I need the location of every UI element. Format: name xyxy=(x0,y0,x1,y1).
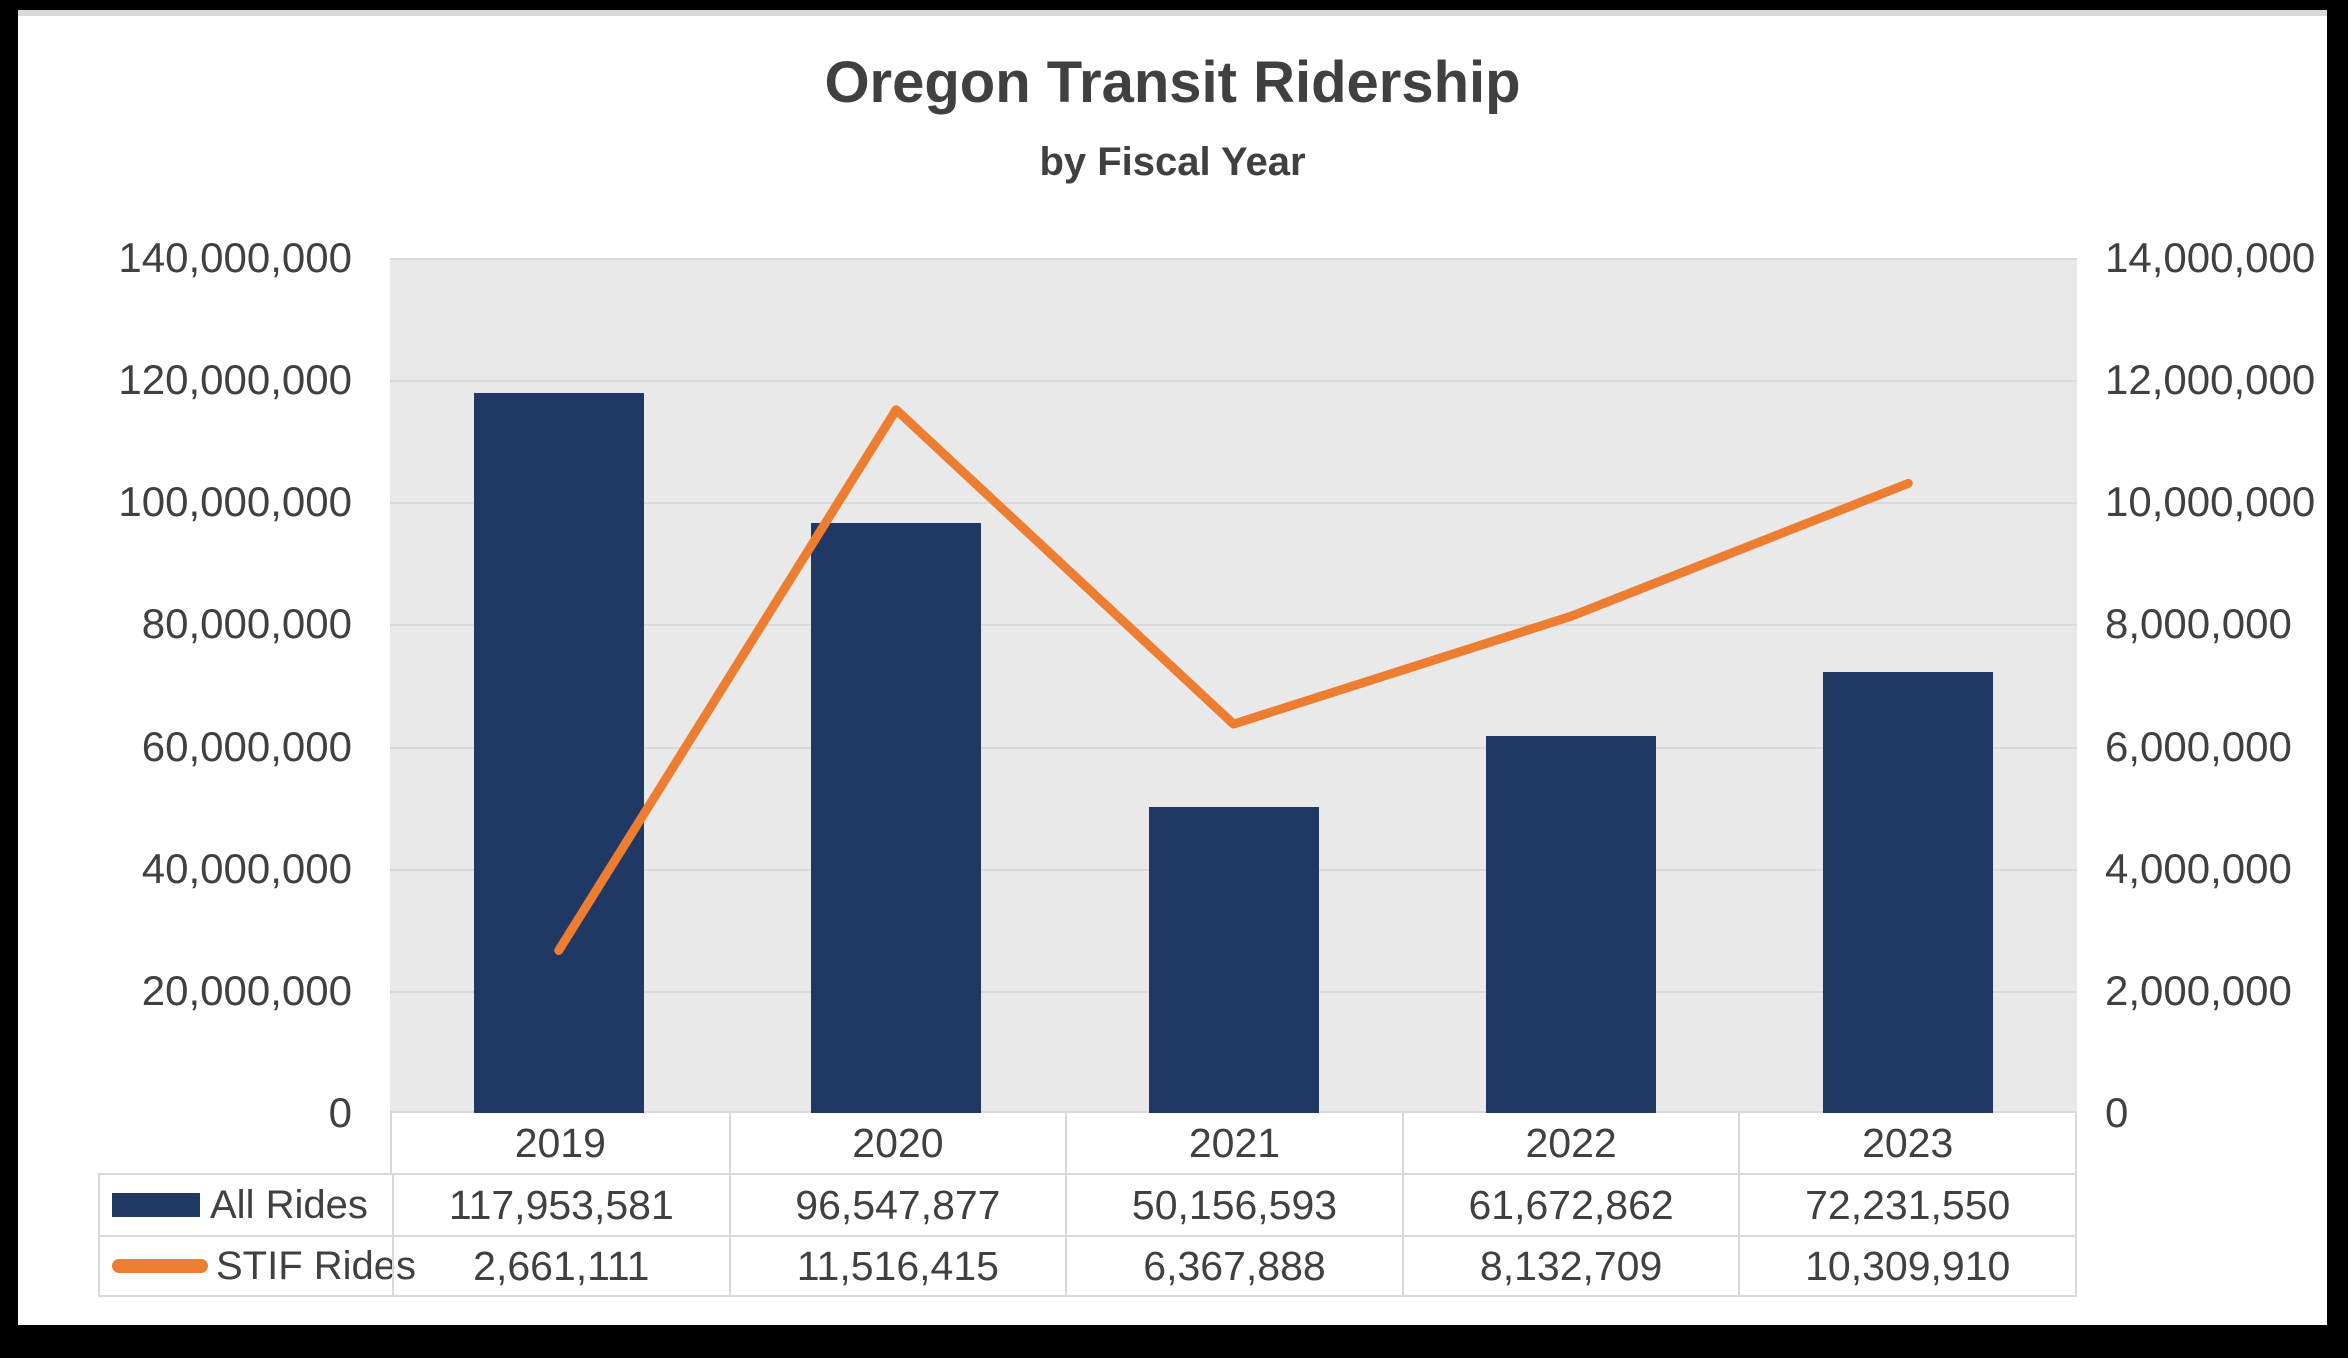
bar-2019 xyxy=(474,393,644,1113)
chart-title: Oregon Transit Ridership xyxy=(824,50,1521,115)
plot-area xyxy=(390,258,2077,1113)
right-axis-tick-label: 14,000,000 xyxy=(2105,234,2316,281)
right-axis-tick-label: 8,000,000 xyxy=(2105,600,2292,648)
category-label-2021: 2021 xyxy=(1065,1113,1402,1173)
bar-2020 xyxy=(811,523,981,1113)
legend-label: STIF Rides xyxy=(216,1243,417,1288)
right-axis-tick-label: 2,000,000 xyxy=(2105,966,2292,1014)
right-axis-tick-label: 0 xyxy=(2105,1089,2129,1136)
table-cell-all-rides-2022: 61,672,862 xyxy=(1401,1175,1739,1235)
table-cell-all-rides-2020: 96,547,877 xyxy=(728,1175,1066,1235)
left-axis-tick-label: 40,000,000 xyxy=(141,844,352,892)
right-axis-tick-label: 4,000,000 xyxy=(2105,844,2292,892)
category-label-2020: 2020 xyxy=(728,1113,1066,1173)
gridline xyxy=(390,624,2077,626)
gridline xyxy=(390,380,2077,382)
left-axis-tick-label: 80,000,000 xyxy=(141,600,352,648)
legend-label: All Rides xyxy=(210,1182,368,1227)
right-axis-tick-label: 12,000,000 xyxy=(2105,356,2316,404)
left-axis-tick-label: 60,000,000 xyxy=(141,722,352,770)
table-cell-all-rides-2021: 50,156,593 xyxy=(1065,1175,1402,1235)
right-axis-tick-label: 6,000,000 xyxy=(2105,722,2292,770)
legend-swatch-stif-rides xyxy=(112,1259,208,1273)
legend-swatch-all-rides xyxy=(112,1193,200,1217)
x-axis-category-row: 2019 2020 2021 2022 2023 xyxy=(390,1113,2077,1173)
table-cell-stif-rides-2021: 6,367,888 xyxy=(1065,1235,1402,1295)
category-label-2022: 2022 xyxy=(1401,1113,1739,1173)
table-cell-stif-rides-2022: 8,132,709 xyxy=(1401,1235,1739,1295)
table-cell-stif-rides-2020: 11,516,415 xyxy=(728,1235,1066,1295)
left-axis-tick-label: 20,000,000 xyxy=(141,966,352,1014)
legend-stif-rides: STIF Rides xyxy=(100,1235,416,1295)
gridline xyxy=(390,747,2077,749)
gridline xyxy=(390,502,2077,504)
table-cell-stif-rides-2023: 10,309,910 xyxy=(1738,1235,2075,1295)
stif-rides-line xyxy=(554,405,1913,955)
left-axis-tick-label: 140,000,000 xyxy=(118,234,352,281)
category-label-2019: 2019 xyxy=(514,1119,606,1166)
left-axis-tick-label: 100,000,000 xyxy=(118,478,352,526)
bar-2021 xyxy=(1149,807,1319,1113)
table-cell-all-rides-2019: 117,953,581 xyxy=(392,1175,729,1235)
chart-card: Oregon Transit Ridership by Fiscal Year … xyxy=(18,10,2327,1325)
left-axis-tick-label: 0 xyxy=(328,1089,352,1136)
left-axis-tick-label: 120,000,000 xyxy=(118,356,352,404)
category-label-2023: 2023 xyxy=(1738,1113,2075,1173)
table-cell-stif-rides-2019: 2,661,111 xyxy=(392,1235,729,1295)
right-axis-tick-label: 10,000,000 xyxy=(2105,478,2316,526)
gridline xyxy=(390,258,2077,260)
bar-2023 xyxy=(1823,672,1993,1113)
legend-all-rides: All Rides xyxy=(100,1175,392,1235)
table-cell-all-rides-2023: 72,231,550 xyxy=(1738,1175,2075,1235)
data-table: All Rides 117,953,581 96,547,877 50,156,593… xyxy=(98,1173,2077,1297)
stif-rides-polyline xyxy=(554,405,1913,955)
bar-2022 xyxy=(1486,736,1656,1113)
chart-subtitle: by Fiscal Year xyxy=(1039,140,1306,184)
